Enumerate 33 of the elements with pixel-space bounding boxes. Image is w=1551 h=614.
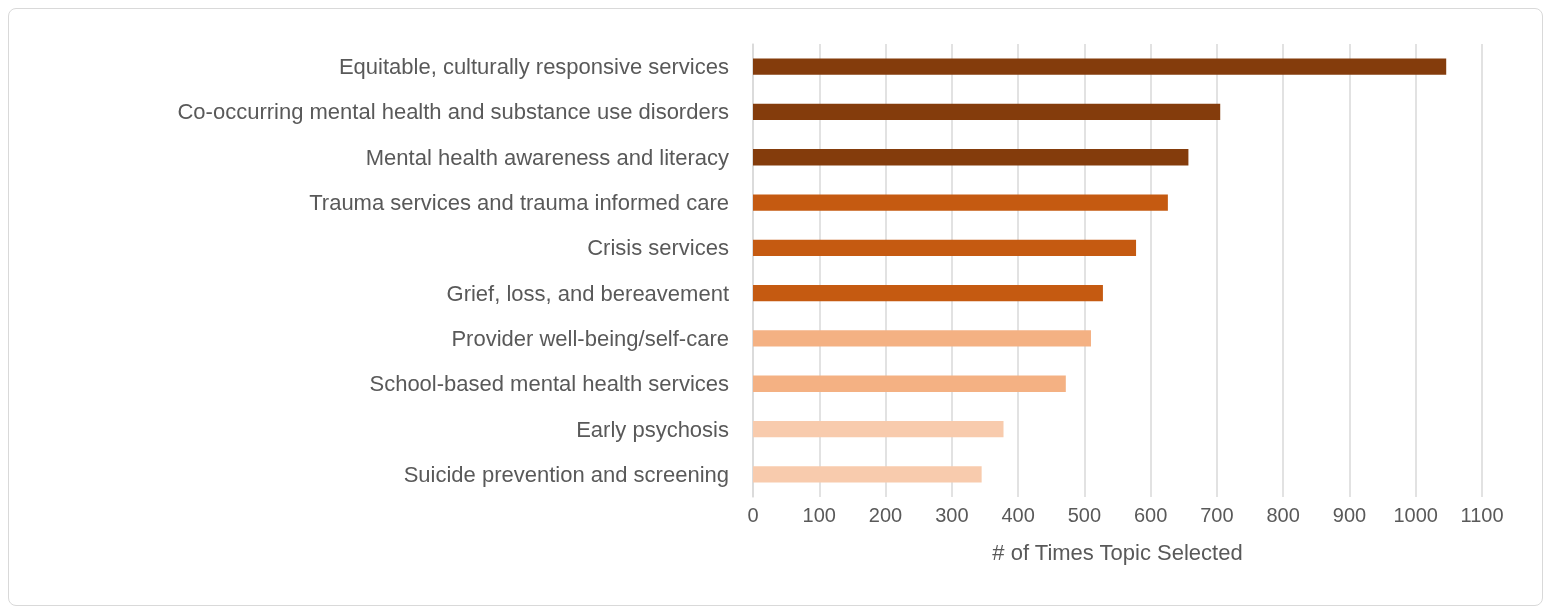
bar [753, 103, 1221, 121]
y-tick-label: School-based mental health services [369, 371, 729, 397]
y-tick-label: Equitable, culturally responsive services [338, 54, 729, 80]
x-tick-label: 100 [802, 504, 836, 526]
x-tick-label: 300 [935, 504, 969, 526]
y-tick-label: Trauma services and trauma informed care [309, 190, 729, 216]
bar [753, 420, 1004, 438]
y-tick-label: Grief, loss, and bereavement [446, 280, 729, 306]
x-tick-label: 1100 [1460, 504, 1504, 526]
x-tick-label: 800 [1266, 504, 1300, 526]
x-tick-label: 1000 [1393, 504, 1438, 526]
bar [753, 285, 1103, 302]
x-tick-label: 0 [747, 504, 759, 526]
x-tick-label: 700 [1200, 504, 1234, 526]
bar [753, 239, 1137, 256]
bar [753, 466, 982, 483]
y-tick-label: Crisis services [587, 235, 729, 261]
bar [753, 375, 1066, 392]
y-tick-label: Co-occurring mental health and substance use disorders [177, 99, 729, 125]
y-tick-label: Provider well-being/self-care [451, 325, 729, 351]
x-axis-title: # of Times Topic Selected [992, 539, 1243, 565]
bar [753, 58, 1447, 75]
x-tick-label: 600 [1133, 504, 1168, 526]
y-tick-label: Early psychosis [576, 416, 729, 442]
bar [753, 149, 1189, 166]
x-tick-label: 200 [868, 504, 903, 526]
bar [753, 330, 1091, 347]
bar [753, 194, 1168, 211]
y-tick-label: Mental health awareness and literacy [365, 144, 729, 170]
y-tick-label: Suicide prevention and screening [403, 461, 729, 487]
x-tick-label: 400 [1001, 504, 1035, 526]
x-tick-label: 500 [1067, 504, 1102, 526]
x-tick-label: 900 [1332, 504, 1367, 526]
